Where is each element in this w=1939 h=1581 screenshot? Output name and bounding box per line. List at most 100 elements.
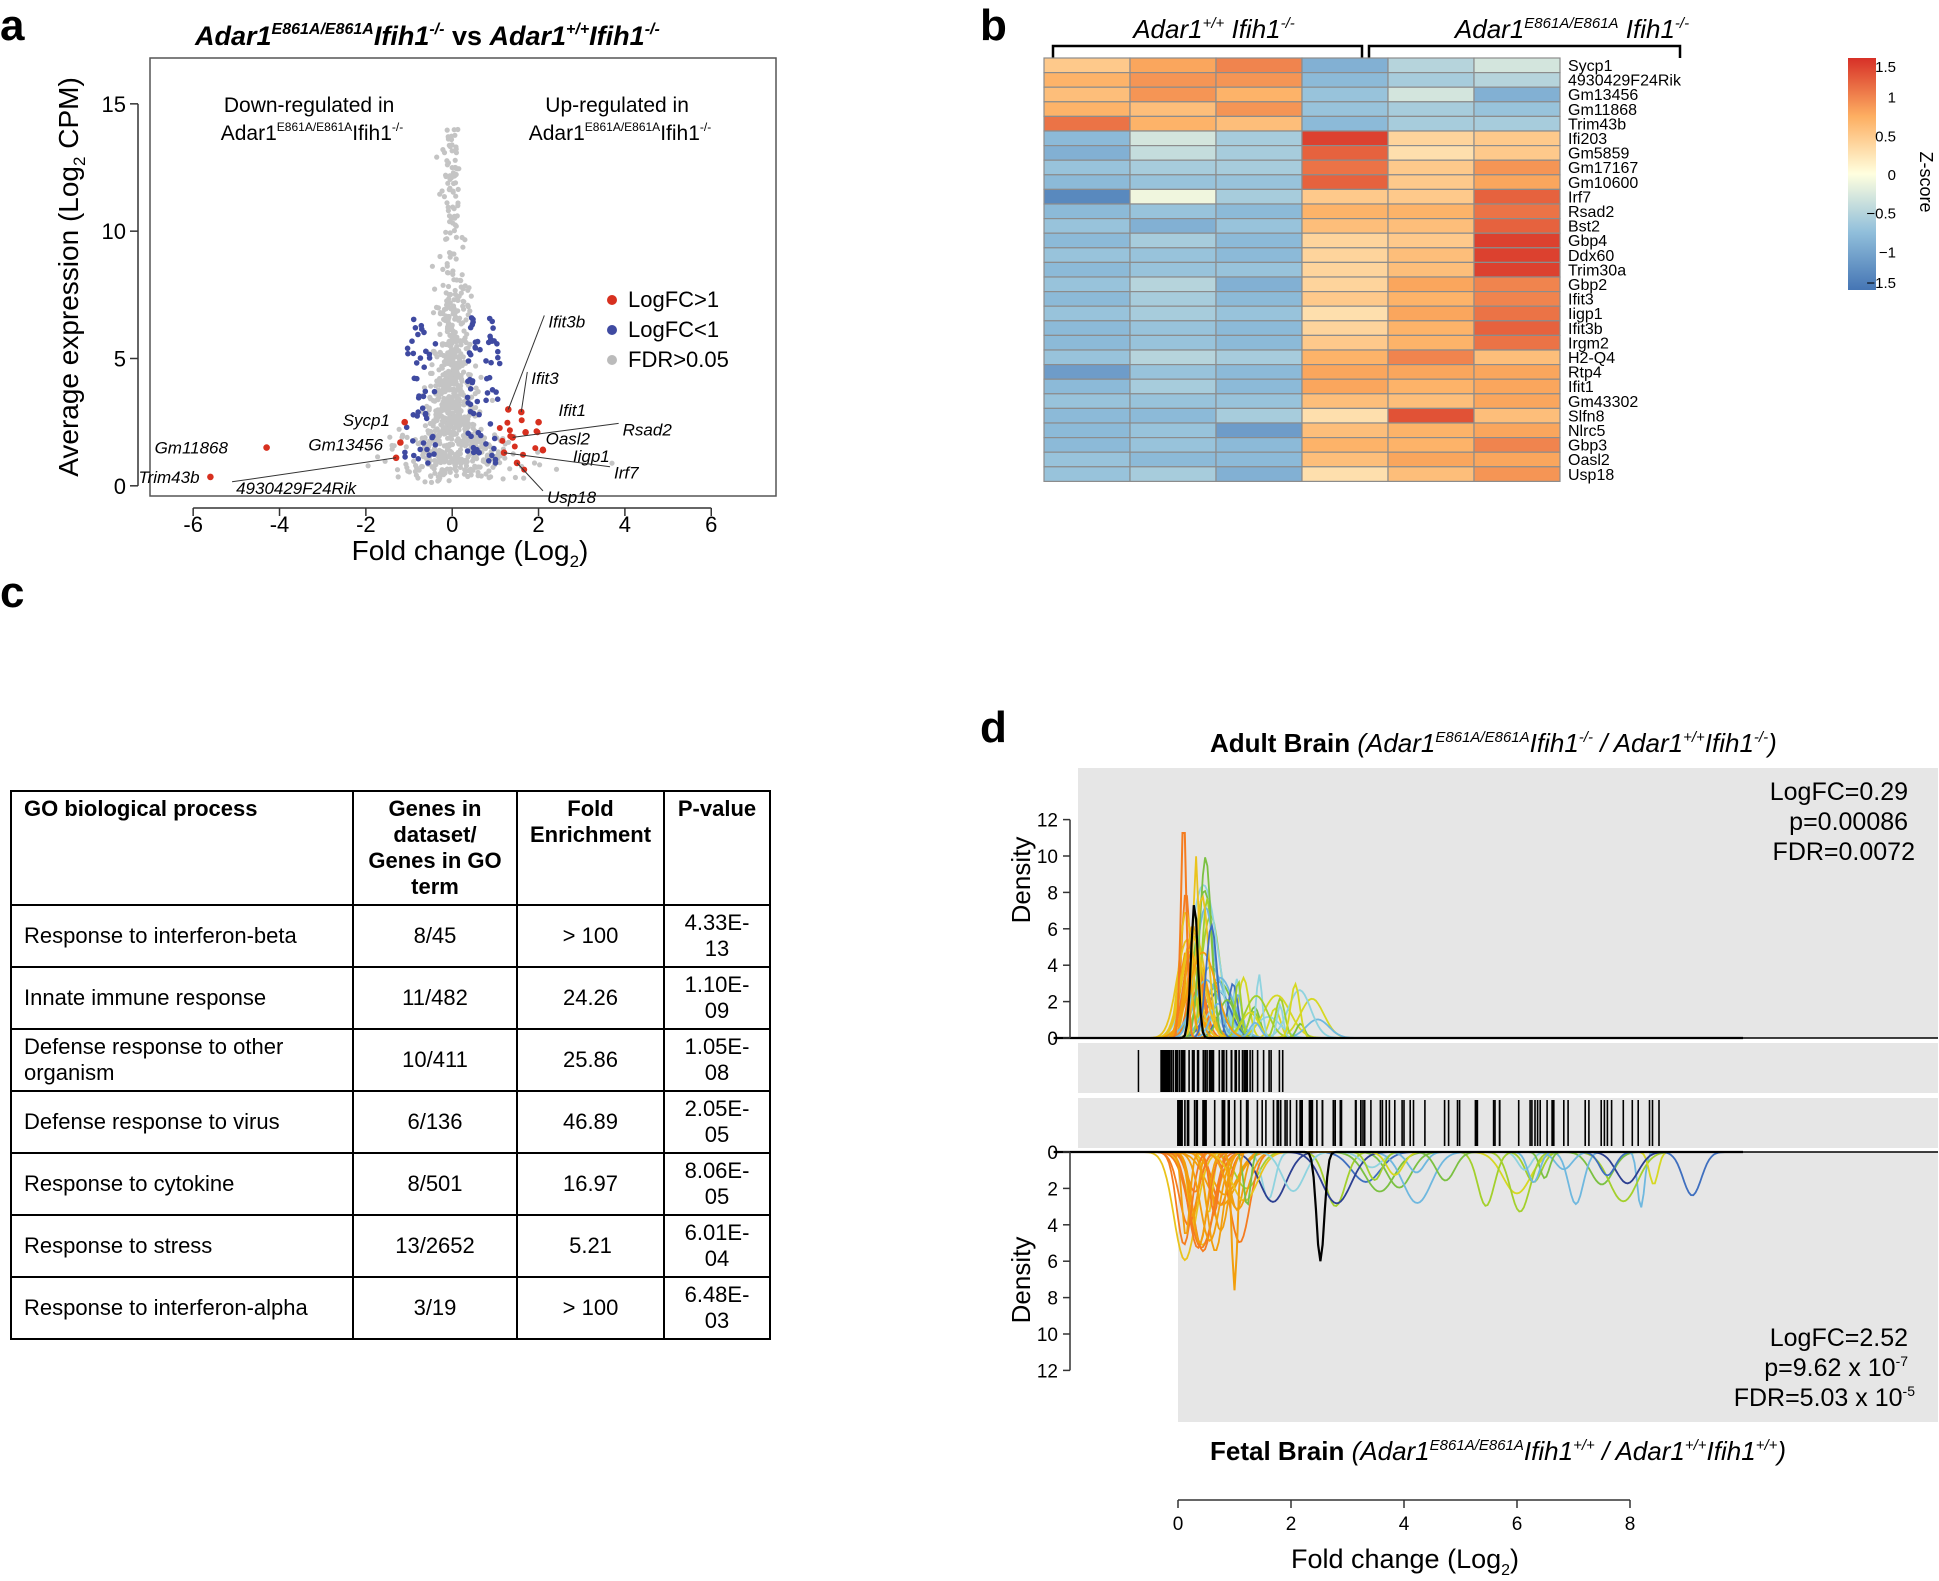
scatter-y-tick-label: 5	[114, 346, 126, 371]
heatmap-cell	[1043, 174, 1131, 191]
up-regulated-label: Up-regulated in Adar1E861A/E861AIfih1-/-	[529, 94, 711, 145]
scatter-point-rsad2	[509, 434, 516, 441]
heatmap-row-label: Oasl2	[1568, 452, 1610, 469]
heatmap-cell	[1387, 57, 1475, 74]
scatter-point-grey	[480, 457, 487, 463]
scatter-point-grey	[432, 286, 438, 292]
panel-label-c: c	[0, 568, 25, 617]
heatmap-cell	[1301, 159, 1389, 176]
heatmap-cell	[1473, 320, 1561, 336]
scatter-point-grey	[457, 464, 463, 470]
density-x-tick-label: 0	[1173, 1514, 1184, 1535]
scatter-point-grey	[436, 407, 443, 413]
z-score-legend-tick: −1	[1879, 244, 1896, 261]
legend-dot-blue	[607, 325, 617, 335]
go-pvalue: 4.33E-13	[663, 904, 772, 968]
scatter-point-blue	[467, 386, 474, 392]
density-top-y-tick-label: 0	[1047, 1029, 1058, 1050]
scatter-point-grey	[426, 441, 432, 448]
heatmap-cell	[1387, 247, 1475, 264]
heatmap-row-label: Slfn8	[1568, 408, 1605, 425]
scatter-point-blue	[470, 410, 477, 417]
scatter-gene-label: 4930429F24Rik	[236, 479, 358, 498]
heatmap-row-label: Ifi203	[1568, 131, 1607, 148]
heatmap-cell	[1215, 232, 1303, 249]
scatter-point-grey	[440, 282, 446, 288]
scatter-point-blue	[489, 452, 495, 459]
heatmap-cell	[1473, 203, 1561, 220]
scatter-point-grey	[432, 470, 438, 476]
heatmap-cell	[1301, 451, 1389, 468]
barcode-bottom-background	[1078, 1098, 1938, 1148]
scatter-point-grey	[443, 457, 449, 463]
scatter-point-blue	[422, 388, 429, 395]
scatter-point-grey	[440, 147, 446, 153]
density-x-axis: 0 2 4 6 8	[1173, 1499, 1636, 1535]
heatmap-cell	[1043, 203, 1131, 220]
scatter-leader-line	[516, 462, 544, 492]
heatmap-cell	[1387, 451, 1475, 468]
scatter-point-grey	[447, 173, 453, 179]
table-row: Defense response to other organism 10/411…	[10, 1028, 772, 1092]
heatmap-cell	[1387, 422, 1475, 439]
scatter-point-grey	[478, 473, 484, 479]
scatter-point-blue	[476, 449, 483, 456]
scatter-point-grey	[472, 463, 478, 469]
heatmap-cell	[1387, 130, 1475, 147]
scatter-point-blue	[464, 448, 471, 454]
scatter-point-grey	[507, 466, 513, 472]
scatter-point-grey	[453, 473, 460, 479]
heatmap-cell	[1473, 334, 1561, 351]
heatmap-cell	[1043, 218, 1131, 234]
legend-label-red: LogFC>1	[628, 287, 719, 312]
scatter-point-grey	[444, 466, 450, 472]
heatmap-cell	[1129, 203, 1217, 220]
heatmap-group-bracket-mutant	[1367, 44, 1682, 58]
scatter-point-grey	[468, 293, 474, 299]
heatmap-cell	[1129, 291, 1217, 307]
scatter-point-blue	[476, 411, 482, 418]
scatter-point-grey	[455, 203, 461, 209]
scatter-point-grey	[457, 386, 463, 392]
scatter-point-blue	[465, 430, 472, 437]
scatter-point-grey	[451, 228, 457, 234]
scatter-point-blue	[402, 449, 408, 456]
scatter-point-grey	[450, 188, 456, 194]
heatmap-cell	[1387, 305, 1475, 322]
heatmap-cell	[1129, 422, 1217, 439]
scatter-point-grey	[427, 420, 433, 427]
z-score-legend-tick: 0.5	[1875, 128, 1896, 145]
scatter-point-blue	[467, 324, 474, 331]
scatter-point-grey	[439, 413, 445, 419]
scatter-point-grey	[470, 458, 476, 464]
go-genes: 11/482	[352, 966, 518, 1030]
scatter-point-grey	[447, 441, 453, 447]
scatter-point-grey	[505, 439, 512, 445]
scatter-point-grey	[437, 253, 443, 260]
scatter-point-blue	[474, 338, 481, 345]
scatter-point-grey	[422, 435, 428, 441]
scatter-point-grey	[449, 142, 455, 148]
scatter-point-grey	[435, 305, 441, 311]
heatmap-cell	[1129, 232, 1217, 249]
scatter-point-grey	[441, 377, 447, 384]
heatmap-cell	[1215, 276, 1303, 293]
scatter-point-grey	[457, 447, 464, 453]
scatter-gene-label: Sycp1	[343, 411, 390, 430]
density-x-tick-label: 8	[1625, 1514, 1636, 1535]
scatter-point-grey	[435, 474, 441, 480]
heatmap-cell	[1301, 364, 1389, 380]
heatmap-cell	[1387, 393, 1475, 409]
scatter-point-blue	[486, 374, 493, 381]
scatter-point-blue	[414, 413, 421, 419]
heatmap-cell	[1215, 320, 1303, 336]
heatmap-cell	[1043, 115, 1131, 132]
heatmap-cell	[1129, 466, 1217, 482]
heatmap-cell	[1129, 276, 1217, 293]
scatter-point-grey	[450, 204, 456, 210]
scatter-point-grey	[460, 244, 466, 250]
scatter-x-tick-label: 4	[619, 512, 631, 537]
scatter-point-blue	[496, 360, 503, 367]
scatter-point-grey	[470, 467, 476, 473]
scatter-point-grey	[451, 306, 457, 312]
